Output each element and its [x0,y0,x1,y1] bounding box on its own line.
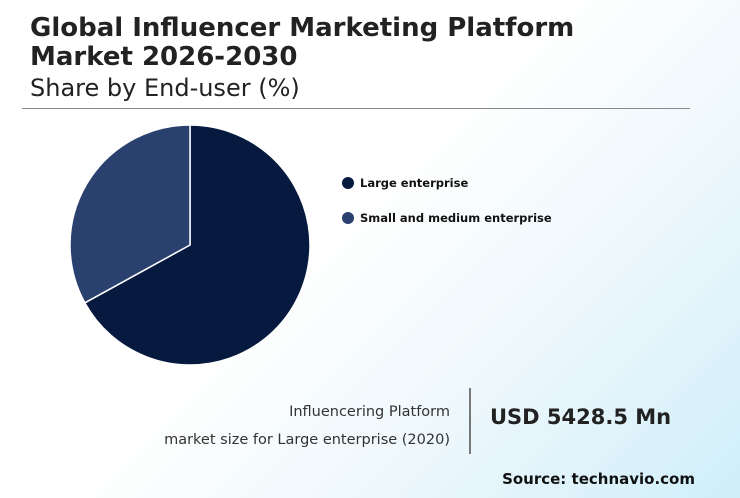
market-size-label: Influencering Platform market size for L… [164,398,450,454]
pie-slice-large-enterprise [84,124,311,366]
source-credit: Source: technavio.com [502,470,695,488]
legend: Large enterprise Small and medium enterp… [342,174,552,244]
legend-label-small-medium-enterprise: Small and medium enterprise [360,211,552,225]
market-size-label-line1: Influencering Platform [289,404,450,420]
legend-item-small-medium-enterprise: Small and medium enterprise [342,209,552,227]
chart-subtitle: Share by End-user (%) [30,74,300,102]
legend-item-large-enterprise: Large enterprise [342,174,552,192]
stat-divider [469,388,471,454]
legend-swatch-large-enterprise [342,177,354,189]
legend-label-large-enterprise: Large enterprise [360,176,469,190]
legend-swatch-small-medium-enterprise [342,212,354,224]
chart-title: Global Influencer Marketing Platform Mar… [30,13,575,72]
pie-slice-small-medium-enterprise [69,124,191,304]
market-size-value: USD 5428.5 Mn [490,405,672,429]
market-size-label-line2: market size for Large enterprise (2020) [164,432,450,448]
title-divider [22,108,690,109]
